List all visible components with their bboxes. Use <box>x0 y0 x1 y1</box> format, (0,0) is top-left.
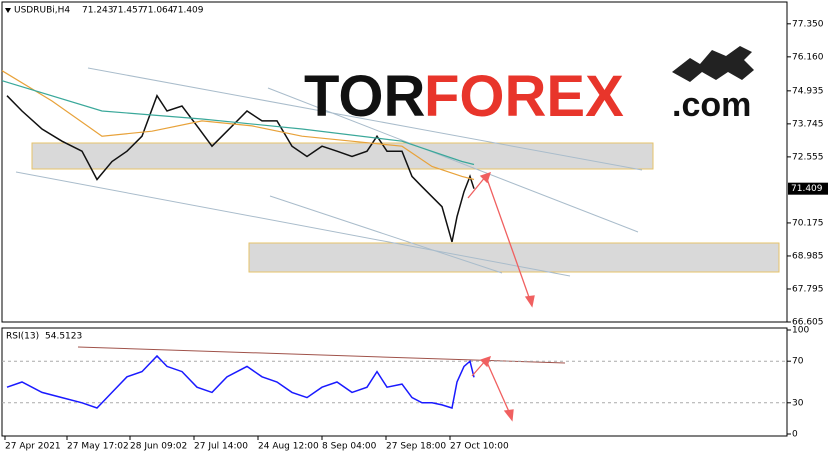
series-line <box>1 70 475 181</box>
x-tick-label: 27 Apr 2021 <box>5 442 61 452</box>
ohlc-value: 71.457 <box>112 6 144 16</box>
trend-line <box>87 67 643 171</box>
x-tick-label: 27 May 17:02 <box>67 442 129 452</box>
symbol: USDRUBi,H4 <box>14 6 70 16</box>
arrow <box>485 175 531 301</box>
x-tick-label: 8 Sep 04:00 <box>322 442 377 452</box>
y-tick-label: 30 <box>792 398 804 408</box>
x-tick-label: 24 Aug 12:00 <box>258 442 319 452</box>
y-tick-label: 67.795 <box>792 284 824 294</box>
y-tick-label: 74.935 <box>792 86 824 96</box>
y-tick-label: 66.605 <box>792 318 824 328</box>
series-line <box>6 94 475 243</box>
rsi-pane <box>1 327 788 437</box>
resistance-zone <box>31 142 654 170</box>
trend-line <box>267 87 639 233</box>
x-tick-label: 27 Sep 18:00 <box>386 442 446 452</box>
trend-lines <box>15 67 643 277</box>
main-pane <box>1 1 788 323</box>
ohlc-value: 71.409 <box>172 6 204 16</box>
series-line <box>6 354 475 409</box>
rsi-title: RSI(13) <box>6 332 39 342</box>
y-tick-label: 70.175 <box>792 218 824 228</box>
arrow-head <box>524 295 535 308</box>
ohlc-value: 71.243 <box>82 6 114 16</box>
logo-part: .com <box>672 86 751 124</box>
logo-part: FOREX <box>424 64 624 129</box>
header-icon <box>5 8 11 13</box>
y-tick-label: 0 <box>792 430 798 440</box>
ohlc-value: 71.064 <box>142 6 174 16</box>
trend-line <box>15 171 571 277</box>
x-tick-label: 27 Oct 10:00 <box>450 442 509 452</box>
y-tick-label: 73.745 <box>792 119 824 129</box>
y-tick-label: 72.555 <box>792 152 824 162</box>
y-tick-label: 76.160 <box>792 52 824 62</box>
y-tick-label: 68.985 <box>792 251 824 261</box>
x-tick-label: 28 Jun 09:02 <box>130 442 187 452</box>
logo-bull <box>672 46 754 82</box>
price-label: 71.409 <box>791 184 823 194</box>
rsi-trend-line <box>77 346 566 364</box>
y-tick-label: 77.350 <box>792 19 824 29</box>
support-zone <box>248 242 780 273</box>
series-line <box>1 80 475 166</box>
price-label-box <box>788 182 828 195</box>
logo-part: TOR <box>304 64 425 129</box>
y-tick-label: 70 <box>792 357 804 367</box>
logo: TOR FOREX .com <box>304 46 754 129</box>
arrow <box>467 175 487 199</box>
arrow-head <box>503 409 514 422</box>
y-tick-label: 100 <box>792 326 809 336</box>
forecast-arrows <box>467 171 535 422</box>
arrow <box>485 359 511 415</box>
trend-line <box>269 195 503 274</box>
x-tick-label: 27 Jul 14:00 <box>194 442 248 452</box>
rsi-value: 54.5123 <box>45 332 82 342</box>
